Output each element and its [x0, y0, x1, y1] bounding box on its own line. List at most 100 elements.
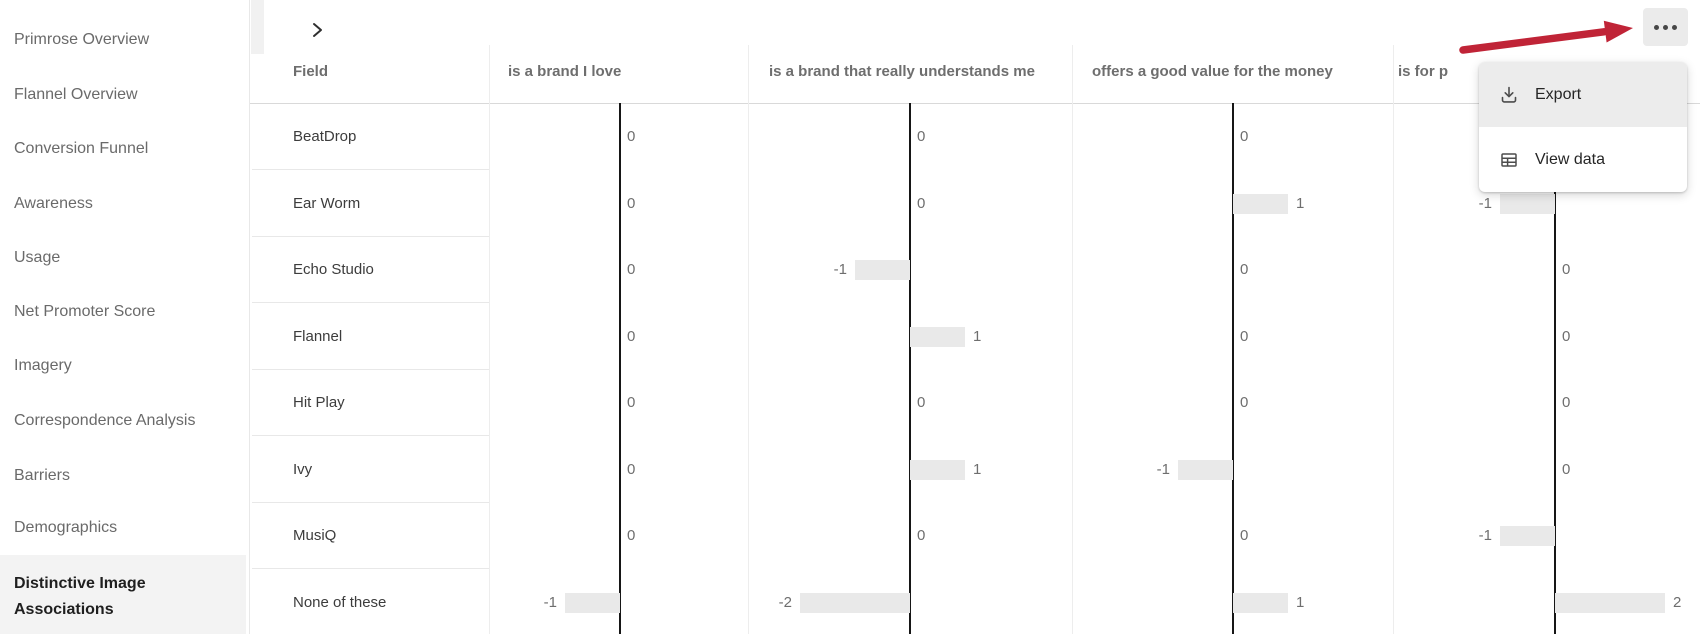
row-separator	[252, 501, 489, 503]
value-label: 0	[917, 128, 926, 145]
column-header-label: is a brand I love	[508, 63, 622, 80]
sidebar-item-distinctive-image-associations[interactable]: Distinctive Image Associations	[0, 555, 246, 634]
sidebar-item-usage[interactable]: Usage	[14, 249, 61, 266]
value-bar	[800, 592, 910, 613]
more-options-menu: Export View data	[1479, 62, 1687, 192]
value-bar	[1500, 526, 1555, 546]
column-header-1: is a brand I love	[508, 40, 621, 103]
value-bar	[1233, 193, 1288, 214]
row-label-hit-play: Hit Play	[293, 394, 345, 411]
column-header-label: is for p	[1398, 63, 1449, 80]
value-label: 0	[627, 460, 636, 478]
sidebar-item-primrose-overview[interactable]: Primrose Overview	[14, 31, 150, 48]
red-annotation-arrow	[1459, 20, 1633, 54]
value-label: 1	[1296, 194, 1305, 212]
value-label: 0	[627, 128, 636, 145]
row-label-none-of-these: None of these	[293, 593, 387, 611]
value-bar	[1178, 459, 1233, 480]
table-icon	[1501, 152, 1517, 167]
sidebar-item-flannel-overview[interactable]: Flannel Overview	[14, 86, 138, 103]
column-header-label: offers a good value for the money	[1092, 63, 1333, 80]
more-options-button[interactable]	[1643, 8, 1688, 46]
value-label: 1	[1296, 593, 1305, 611]
sidebar-item-label: Distinctive Image Associations	[14, 575, 146, 618]
value-label: -1	[1478, 527, 1492, 544]
value-bar	[565, 592, 620, 613]
header-bottom-border	[250, 103, 1700, 104]
row-label-ear-worm: Ear Worm	[293, 194, 361, 212]
sidebar-scrollbar-thumb[interactable]	[251, 0, 264, 54]
menu-item-label: View data	[1535, 150, 1605, 168]
value-label: 0	[1240, 261, 1249, 278]
download-icon	[1501, 86, 1517, 103]
value-label: 0	[627, 194, 636, 212]
value-label: 0	[1562, 394, 1571, 411]
value-label: 2	[1673, 593, 1682, 611]
zero-axis-line	[1554, 103, 1556, 634]
value-label: 0	[1240, 327, 1249, 345]
column-separator	[1393, 45, 1394, 634]
value-bar	[855, 260, 910, 280]
value-label: 0	[1240, 527, 1249, 544]
column-header-label: Field	[293, 63, 329, 80]
value-label: -2	[778, 593, 792, 611]
column-separator	[1072, 45, 1073, 634]
value-label: 1	[973, 327, 982, 345]
sidebar-item-conversion-funnel[interactable]: Conversion Funnel	[14, 140, 149, 157]
value-label: 0	[627, 527, 636, 544]
column-header-4: is for p	[1398, 40, 1448, 103]
value-bar	[1555, 592, 1665, 613]
value-label: -1	[1478, 194, 1492, 212]
value-label: -1	[543, 593, 557, 611]
value-label: 0	[1562, 261, 1571, 278]
column-separator	[489, 45, 490, 634]
row-separator	[252, 235, 489, 237]
sidebar: Primrose Overview Flannel Overview Convers…	[0, 0, 250, 634]
sidebar-item-demographics[interactable]: Demographics	[14, 519, 118, 536]
column-header-label: is a brand that really understands me	[769, 63, 1035, 80]
value-label: 0	[917, 194, 926, 212]
value-label: 0	[627, 394, 636, 411]
sidebar-item-awareness[interactable]: Awareness	[14, 195, 93, 212]
zero-axis-line	[1232, 103, 1234, 634]
value-bar	[1500, 193, 1555, 214]
column-header-2: is a brand that really understands me	[769, 40, 1054, 103]
column-header-3: offers a good value for the money	[1092, 40, 1333, 103]
value-label: 0	[917, 394, 926, 411]
sidebar-item-correspondence-analysis[interactable]: Correspondence Analysis	[14, 412, 196, 429]
value-label: 0	[1562, 327, 1571, 345]
sidebar-item-net-promoter-score[interactable]: Net Promoter Score	[14, 303, 156, 320]
row-label-musiq: MusiQ	[293, 527, 337, 544]
value-label: 0	[627, 327, 636, 345]
value-label: -1	[833, 261, 847, 278]
value-bar	[910, 459, 965, 480]
sidebar-item-imagery[interactable]: Imagery	[14, 357, 72, 374]
menu-item-export[interactable]: Export	[1479, 62, 1687, 127]
row-separator	[252, 368, 489, 370]
row-label-echo-studio: Echo Studio	[293, 261, 374, 278]
chevron-right-icon[interactable]	[310, 21, 326, 39]
row-label-ivy: Ivy	[293, 460, 313, 478]
value-label: -1	[1156, 460, 1170, 478]
value-label: 1	[973, 460, 982, 478]
menu-item-label: Export	[1535, 85, 1582, 103]
column-separator	[748, 45, 749, 634]
menu-item-view-data[interactable]: View data	[1479, 127, 1687, 192]
row-label-beatdrop: BeatDrop	[293, 128, 357, 145]
value-label: 0	[1240, 394, 1249, 411]
ellipsis-icon	[1654, 24, 1659, 30]
value-label: 0	[627, 261, 636, 278]
value-label: 0	[1562, 460, 1571, 478]
sidebar-item-barriers[interactable]: Barriers	[14, 467, 71, 484]
zero-axis-line	[909, 103, 911, 634]
row-label-flannel: Flannel	[293, 327, 343, 345]
value-label: 0	[917, 527, 926, 544]
column-header-field: Field	[293, 40, 328, 103]
value-bar	[1233, 592, 1288, 613]
value-bar	[910, 326, 965, 347]
row-separator	[252, 435, 489, 436]
value-label: 0	[1240, 128, 1249, 145]
zero-axis-line	[619, 103, 621, 634]
row-separator	[252, 568, 489, 569]
